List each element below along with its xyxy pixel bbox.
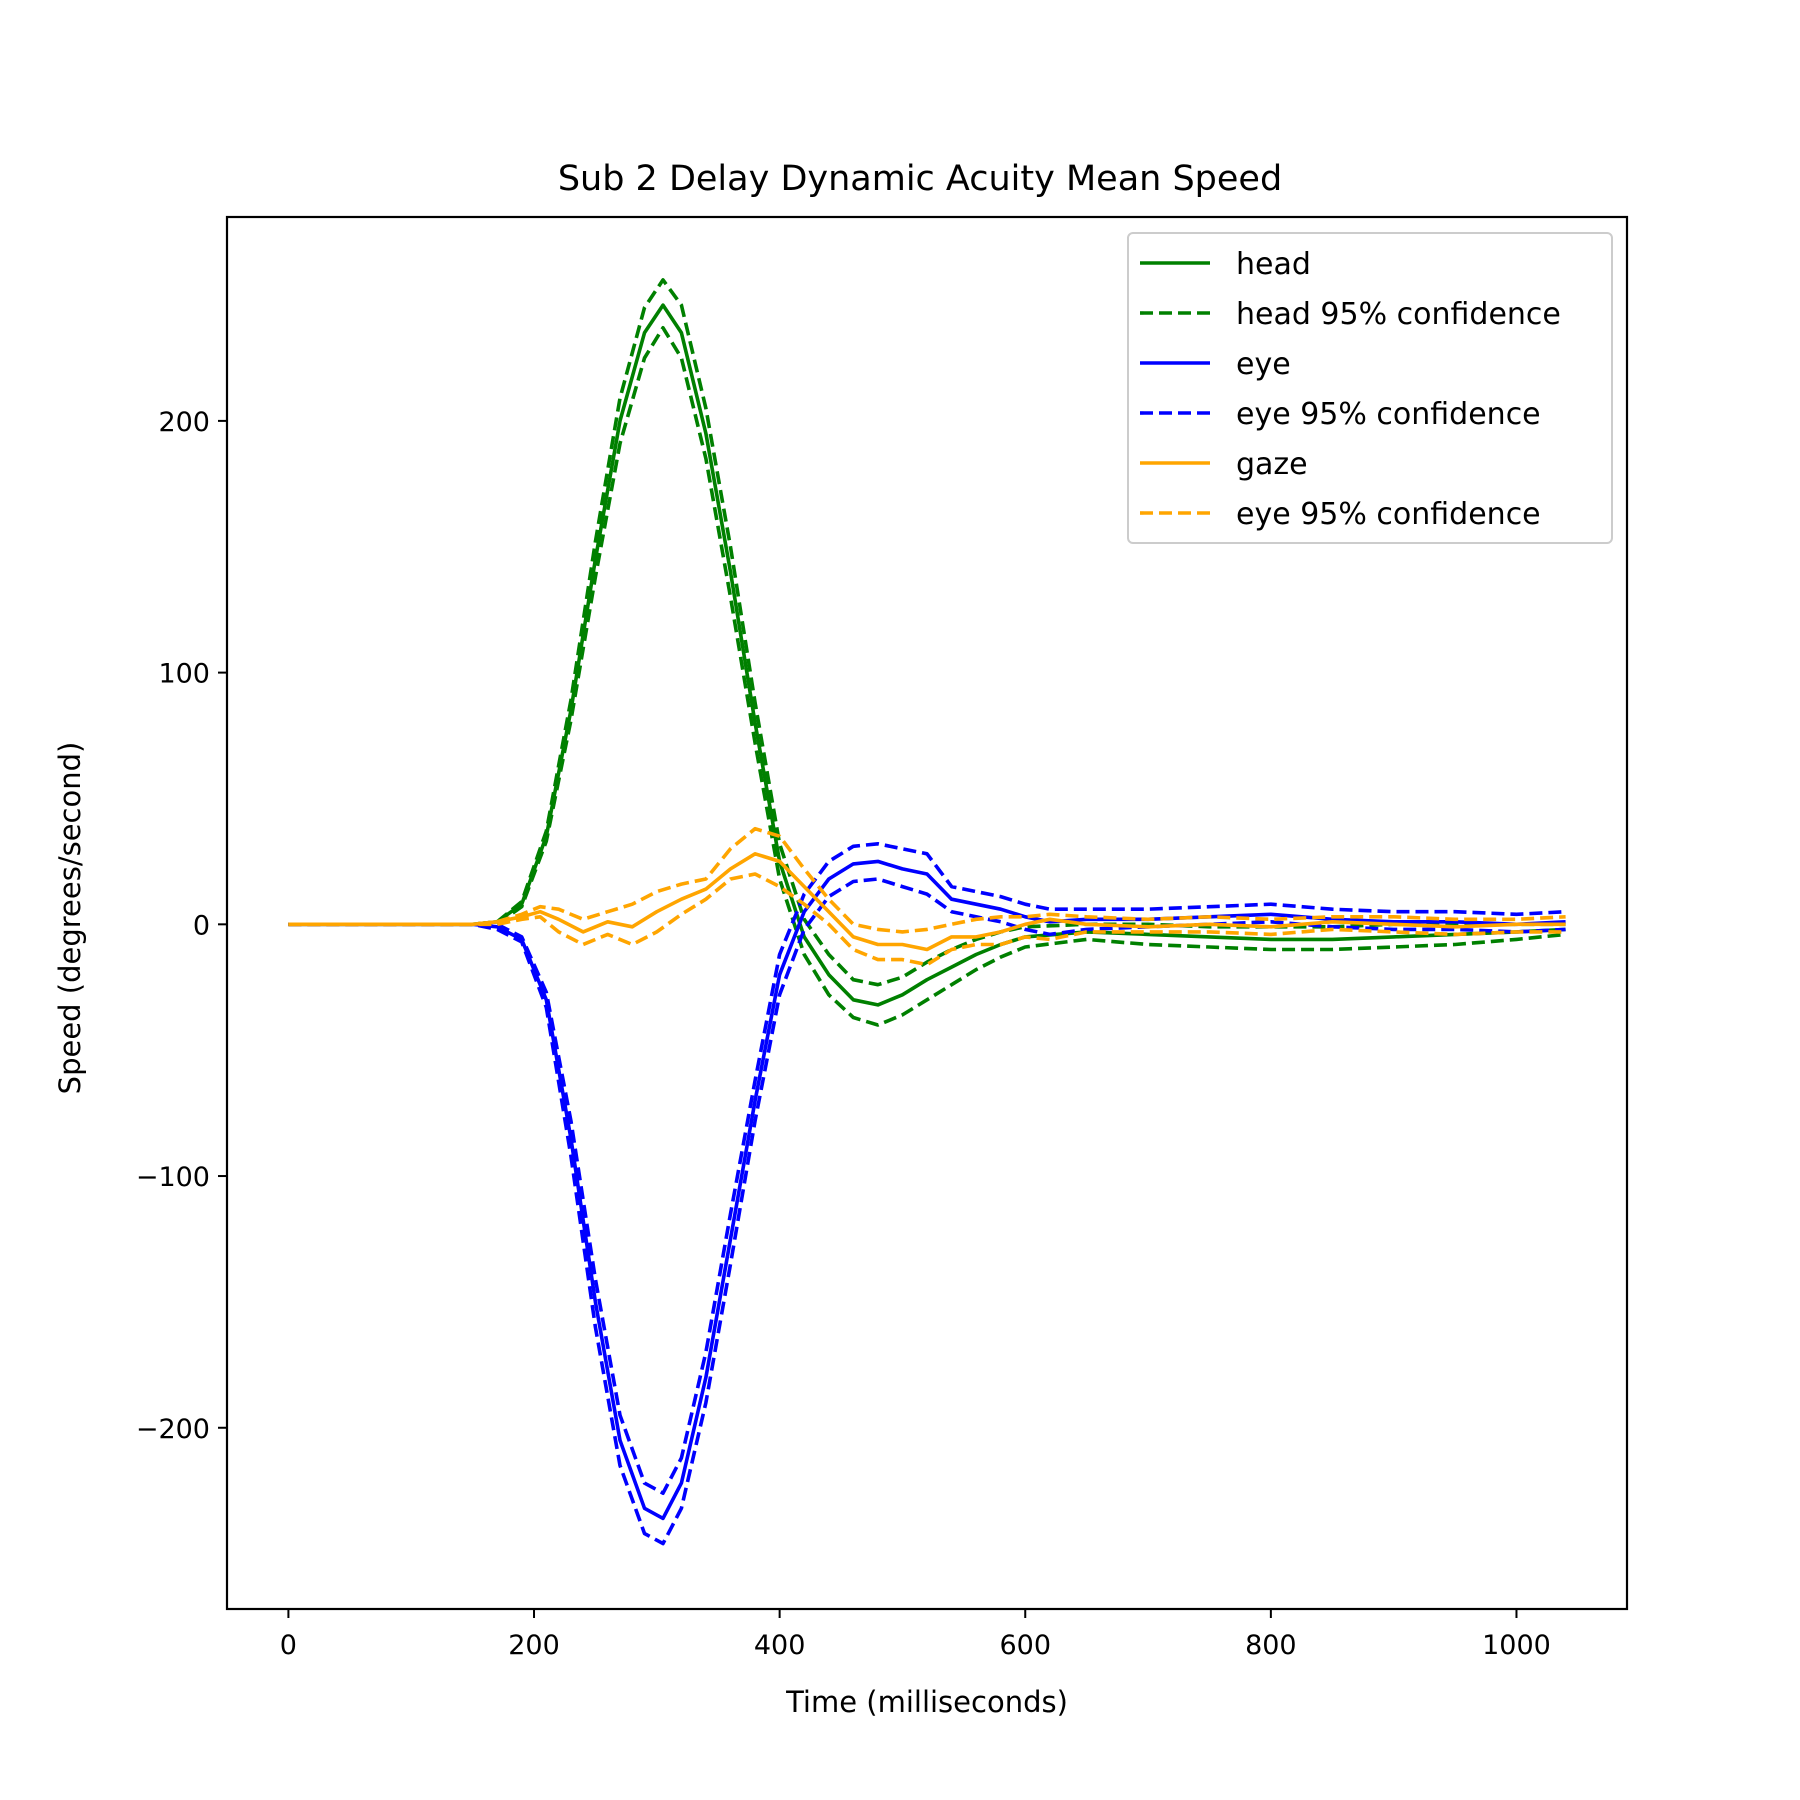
axis-ticks: 0 200 400 600 800 1000 −200 −100 0 100 200 — [136, 407, 1551, 1661]
y-tick-label: 100 — [158, 659, 210, 690]
legend-label: eye — [1236, 347, 1291, 382]
series-line-8 — [288, 872, 1566, 967]
y-tick-label: 200 — [158, 407, 210, 438]
y-axis-label: Speed (degrees/second) — [53, 742, 87, 1095]
x-axis-label: Time (milliseconds) — [785, 1685, 1068, 1719]
legend-box — [1127, 232, 1613, 544]
x-tick-label: 800 — [1245, 1630, 1297, 1661]
legend-label: eye 95% confidence — [1236, 497, 1541, 532]
chart-title: Sub 2 Delay Dynamic Acuity Mean Speed — [558, 159, 1282, 199]
y-tick-label: −100 — [136, 1162, 210, 1193]
x-tick-label: 0 — [280, 1630, 297, 1661]
legend: head head 95% confidence eye eye 95% confid… — [1127, 232, 1613, 544]
legend-label: head — [1236, 247, 1311, 282]
x-tick-label: 1000 — [1482, 1630, 1551, 1661]
series-line-2 — [288, 325, 1566, 1027]
x-tick-label: 400 — [754, 1630, 806, 1661]
series-line-6 — [288, 851, 1566, 952]
plot-frame — [225, 215, 1629, 1611]
series-line-7 — [288, 826, 1566, 934]
series-line-4 — [288, 841, 1566, 1495]
y-tick-label: 0 — [193, 910, 210, 941]
legend-label: head 95% confidence — [1236, 297, 1561, 332]
legend-label: gaze — [1236, 447, 1308, 482]
series-line-1 — [288, 278, 1566, 987]
legend-label: eye 95% confidence — [1236, 397, 1541, 432]
series-line-0 — [288, 303, 1566, 1007]
plot-area — [288, 278, 1566, 1546]
x-tick-label: 600 — [999, 1630, 1051, 1661]
x-tick-label: 200 — [508, 1630, 560, 1661]
y-tick-label: −200 — [136, 1414, 210, 1445]
